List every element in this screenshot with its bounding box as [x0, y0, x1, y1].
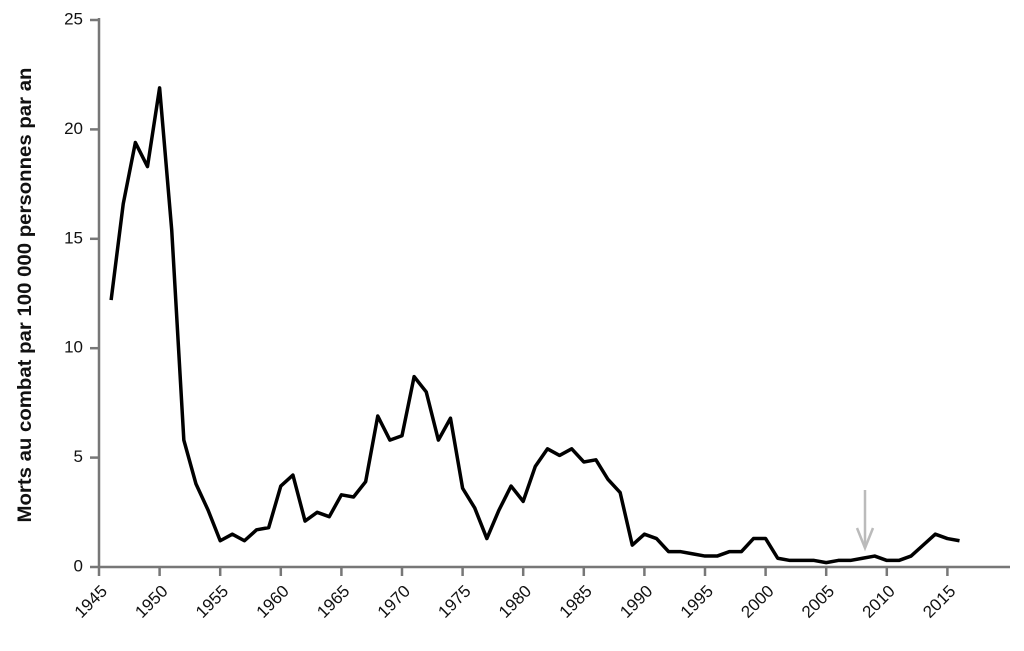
y-axis-label: Morts au combat par 100 000 personnes pa…: [15, 68, 36, 523]
x-tick-label: 1955: [192, 582, 232, 622]
x-tick-label: 1970: [374, 582, 414, 622]
x-tick-label: 1990: [616, 582, 656, 622]
x-tick-label: 1985: [556, 582, 596, 622]
y-tick-label: 10: [64, 338, 83, 357]
x-tick-label: 1980: [495, 582, 535, 622]
x-tick-label: 1945: [71, 582, 111, 622]
x-tick-label: 1995: [677, 582, 717, 622]
x-tick-label: 2010: [859, 582, 899, 622]
data-line: [109, 86, 960, 565]
y-tick-label: 15: [64, 228, 83, 247]
x-tick-label: 2015: [919, 582, 959, 622]
x-tick-label: 1960: [253, 582, 293, 622]
y-tick-label: 0: [74, 556, 83, 575]
x-tick-label: 1950: [131, 582, 171, 622]
x-tick-label: 2000: [737, 582, 777, 622]
y-tick-label: 20: [64, 119, 83, 138]
y-tick-label: 25: [64, 9, 83, 28]
x-tick-label: 1975: [434, 582, 474, 622]
annotation-arrow: [855, 490, 875, 552]
y-tick-label: 5: [74, 447, 83, 466]
x-tick-label: 2005: [798, 582, 838, 622]
x-tick-label: 1965: [313, 582, 353, 622]
